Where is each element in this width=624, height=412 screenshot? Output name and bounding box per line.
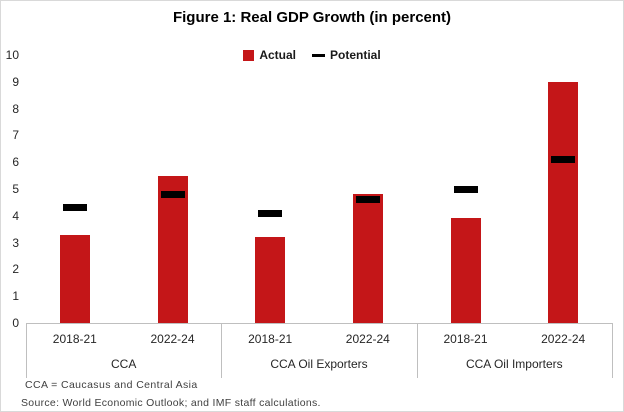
category-label: 2022-24 (345, 332, 390, 346)
y-axis-tick-label: 6 (12, 155, 19, 170)
potential-dash (160, 190, 185, 198)
group-label: CCA Oil Importers (465, 357, 563, 371)
x-axis-baseline (26, 323, 612, 324)
y-axis-tick-label: 3 (12, 235, 19, 250)
category-divider-line (26, 323, 27, 378)
actual-bar (352, 194, 383, 323)
chart-legend: Actual Potential (1, 48, 623, 62)
chart-title: Figure 1: Real GDP Growth (in percent) (172, 9, 452, 26)
category-label: 2022-24 (541, 332, 586, 346)
potential-dash (62, 204, 87, 212)
category-label: 2018-21 (52, 332, 97, 346)
y-axis-tick-label: 8 (12, 101, 19, 116)
category-label: 2018-21 (443, 332, 488, 346)
y-axis-tick-label: 5 (12, 182, 19, 196)
category-divider-line (612, 323, 613, 378)
abbreviation-note: CCA = Caucasus and Central Asia (25, 379, 198, 391)
potential-dash (453, 185, 478, 193)
category-divider-line (221, 323, 223, 378)
actual-bar (548, 81, 579, 323)
y-axis-tick-label: 4 (12, 208, 19, 223)
dash-swatch-icon (312, 53, 325, 57)
y-axis-tick-label: 2 (12, 262, 19, 277)
y-axis-tick-label: 10 (5, 48, 19, 62)
legend-item-potential: Potential (312, 48, 381, 62)
category-divider-line (416, 323, 418, 378)
category-label: 2022-24 (150, 332, 195, 346)
source-note: Source: World Economic Outlook; and IMF … (21, 397, 321, 409)
actual-bar (59, 234, 90, 323)
group-label: CCA (110, 357, 137, 371)
legend-label-potential: Potential (330, 48, 381, 62)
category-label: 2018-21 (248, 332, 293, 346)
y-axis-tick-label: 7 (12, 128, 19, 143)
y-axis-tick-label: 9 (12, 74, 19, 89)
group-label: CCA Oil Exporters (270, 357, 368, 371)
legend-label-actual: Actual (259, 48, 296, 62)
potential-dash (258, 209, 283, 217)
actual-bar (450, 218, 481, 323)
y-axis-tick-label: 1 (12, 289, 19, 304)
legend-item-actual: Actual (243, 48, 296, 62)
potential-dash (551, 156, 576, 164)
bar-swatch-icon (243, 49, 255, 61)
actual-bar (157, 175, 188, 323)
actual-bar (255, 237, 286, 323)
potential-dash (355, 196, 380, 204)
y-axis-tick-label: 0 (12, 316, 19, 330)
